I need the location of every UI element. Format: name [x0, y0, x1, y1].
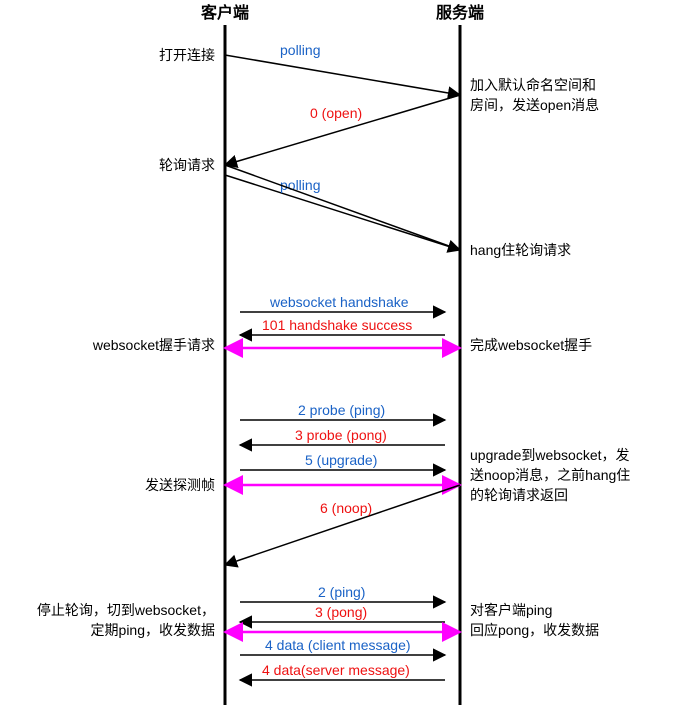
note-n4: hang住轮询请求: [470, 242, 571, 258]
arrow-label-a3: polling: [280, 177, 320, 193]
note-n8c: 的轮询请求返回: [470, 487, 568, 503]
arrow-label-a17: 4 data(server message): [262, 662, 410, 678]
arrow-a4: [225, 165, 460, 250]
sequence-diagram: 客户端 服务端 polling 0 (open) polling websocket …: [0, 0, 677, 705]
arrow-label-a5: websocket handshake: [269, 294, 409, 310]
arrow-label-a8: 2 probe (ping): [298, 402, 385, 418]
server-title: 服务端: [436, 3, 484, 22]
note-n10a: 对客户端ping: [470, 602, 552, 618]
note-n2a: 加入默认命名空间和: [470, 77, 596, 93]
note-n6: 完成websocket握手: [470, 337, 592, 353]
note-n5: websocket握手请求: [92, 337, 215, 353]
note-n8a: upgrade到websocket，发: [470, 447, 630, 463]
arrow-label-a16: 4 data (client message): [265, 637, 411, 653]
note-n1: 打开连接: [159, 47, 215, 63]
note-n8b: 送noop消息，之前hang住: [470, 467, 630, 483]
arrow-label-a12: 6 (noop): [320, 500, 372, 516]
note-n3: 轮询请求: [159, 157, 215, 173]
arrow-label-a13: 2 (ping): [318, 584, 365, 600]
note-n9b: 定期ping，收发数据: [91, 622, 215, 638]
note-n7: 发送探测帧: [145, 477, 215, 493]
arrow-a12: [225, 485, 460, 565]
note-n2b: 房间，发送open消息: [470, 97, 599, 113]
notes-group: 打开连接加入默认命名空间和房间，发送open消息轮询请求 hang住轮询请求 web…: [37, 47, 630, 638]
arrow-a3: [225, 175, 460, 250]
arrow-label-a9: 3 probe (pong): [295, 427, 387, 443]
arrows-group: polling 0 (open) polling websocket handshak…: [225, 42, 460, 680]
client-title: 客户端: [201, 3, 249, 22]
arrow-label-a6: 101 handshake success: [262, 317, 412, 333]
arrow-label-a1: polling: [280, 42, 320, 58]
arrow-a1: [225, 55, 460, 95]
arrow-label-a2: 0 (open): [310, 105, 362, 121]
arrow-label-a10: 5 (upgrade): [305, 452, 377, 468]
note-n9a: 停止轮询，切到websocket，: [37, 602, 215, 618]
note-n10b: 回应pong，收发数据: [470, 622, 599, 638]
arrow-label-a14: 3 (pong): [315, 604, 367, 620]
